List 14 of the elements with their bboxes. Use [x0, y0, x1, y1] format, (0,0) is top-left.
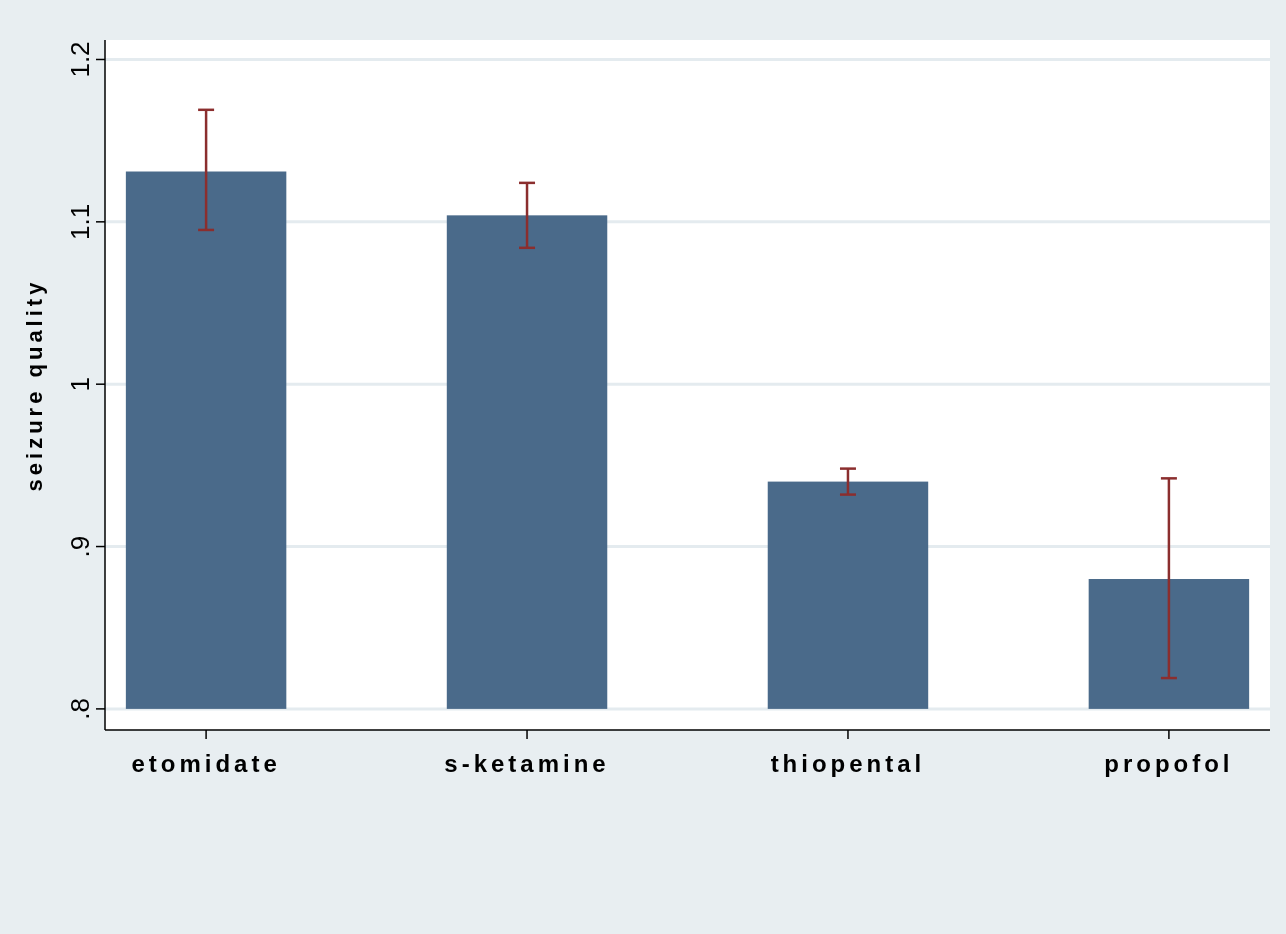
x-tick-label: thiopental — [770, 750, 926, 777]
bar — [446, 215, 608, 709]
y-tick-label: .9 — [65, 535, 95, 558]
bar — [1088, 579, 1250, 709]
y-tick-label: 1.2 — [65, 41, 95, 78]
y-tick-label: .8 — [65, 698, 95, 720]
x-tick-label: propofol — [1104, 750, 1234, 777]
x-tick-label: etomidate — [131, 750, 281, 777]
y-tick-label: 1 — [65, 376, 95, 392]
y-axis-title: seizure quality — [22, 278, 47, 492]
y-tick-label: 1.1 — [65, 203, 95, 240]
bar — [125, 171, 287, 709]
bar — [767, 481, 929, 709]
x-tick-label: s-ketamine — [444, 750, 610, 777]
